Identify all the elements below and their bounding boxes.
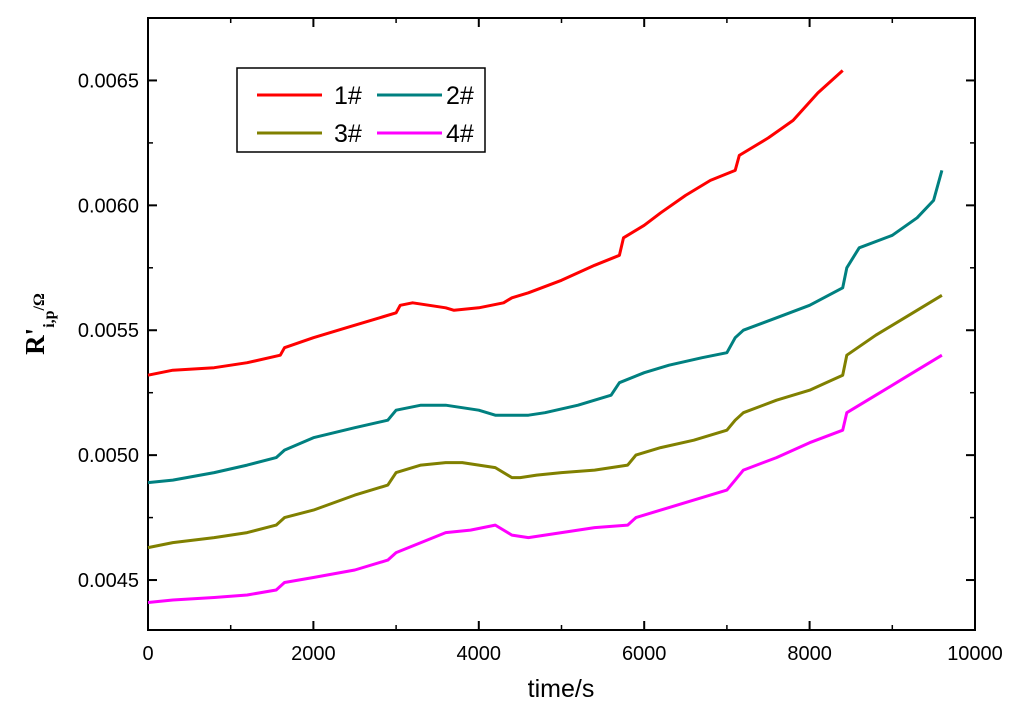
x-axis-title: time/s [528,675,595,703]
y-axis-title-main: R [20,335,50,355]
x-tick-label: 2000 [291,643,336,665]
svg-text:R'i,p/Ω: R'i,p/Ω [20,293,58,355]
x-tick-label: 0 [142,643,153,665]
x-tick-label: 6000 [622,643,667,665]
x-tick-label: 4000 [457,643,502,665]
y-axis-title: R'i,p/Ω [20,293,58,355]
y-axis-title-sub: i,p [41,310,58,327]
y-tick-label: 0.0050 [78,445,139,467]
x-tick-label: 10000 [947,643,1003,665]
series-line-4 [147,353,943,604]
y-tick-label: 0.0045 [78,570,139,592]
y-axis-title-unit: /Ω [31,293,48,311]
series-group [147,69,944,604]
legend: 1# 2# 3# 4# [236,67,486,153]
series-line-1 [147,69,844,377]
legend-label-4: 4# [446,120,474,148]
series-line-3 [147,294,943,550]
legend-label-3: 3# [334,120,362,148]
plot-area: 0 2000 4000 6000 8000 10000 0.0045 0.0050 0.005… [78,17,1003,665]
y-axis-ticks: 0.0045 0.0050 0.0055 0.0060 0.0065 [78,70,975,592]
series-line-2 [147,170,944,485]
y-tick-label: 0.0055 [78,320,139,342]
x-axis-ticks: 0 2000 4000 6000 8000 10000 [142,18,1003,665]
y-tick-label: 0.0060 [78,195,139,217]
legend-label-1: 1# [334,82,362,110]
legend-box [236,67,486,153]
x-tick-label: 8000 [787,643,832,665]
y-axis-title-prime: ' [20,328,50,336]
legend-label-2: 2# [446,82,474,110]
y-tick-label: 0.0065 [78,70,139,92]
